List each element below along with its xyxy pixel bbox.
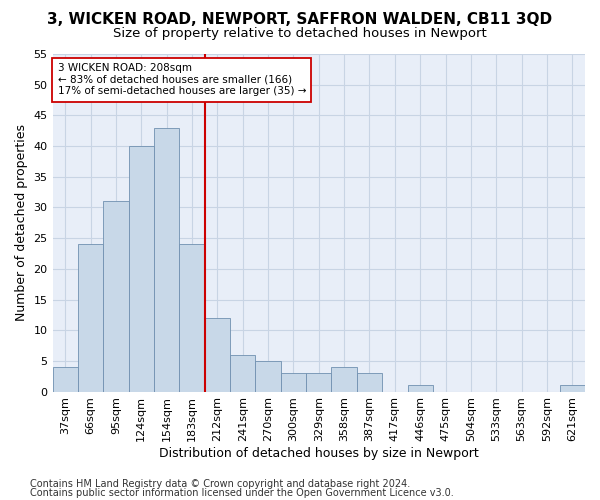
Bar — [205, 318, 230, 392]
Bar — [78, 244, 103, 392]
Bar — [128, 146, 154, 392]
Text: Size of property relative to detached houses in Newport: Size of property relative to detached ho… — [113, 28, 487, 40]
Bar — [179, 244, 205, 392]
X-axis label: Distribution of detached houses by size in Newport: Distribution of detached houses by size … — [159, 447, 479, 460]
Text: Contains HM Land Registry data © Crown copyright and database right 2024.: Contains HM Land Registry data © Crown c… — [30, 479, 410, 489]
Bar — [103, 202, 128, 392]
Bar — [230, 355, 256, 392]
Bar — [331, 367, 357, 392]
Text: 3 WICKEN ROAD: 208sqm
← 83% of detached houses are smaller (166)
17% of semi-det: 3 WICKEN ROAD: 208sqm ← 83% of detached … — [58, 63, 306, 96]
Bar — [306, 373, 331, 392]
Bar — [357, 373, 382, 392]
Text: 3, WICKEN ROAD, NEWPORT, SAFFRON WALDEN, CB11 3QD: 3, WICKEN ROAD, NEWPORT, SAFFRON WALDEN,… — [47, 12, 553, 28]
Bar — [281, 373, 306, 392]
Text: Contains public sector information licensed under the Open Government Licence v3: Contains public sector information licen… — [30, 488, 454, 498]
Y-axis label: Number of detached properties: Number of detached properties — [15, 124, 28, 322]
Bar — [53, 367, 78, 392]
Bar — [154, 128, 179, 392]
Bar — [256, 361, 281, 392]
Bar — [407, 386, 433, 392]
Bar — [560, 386, 585, 392]
